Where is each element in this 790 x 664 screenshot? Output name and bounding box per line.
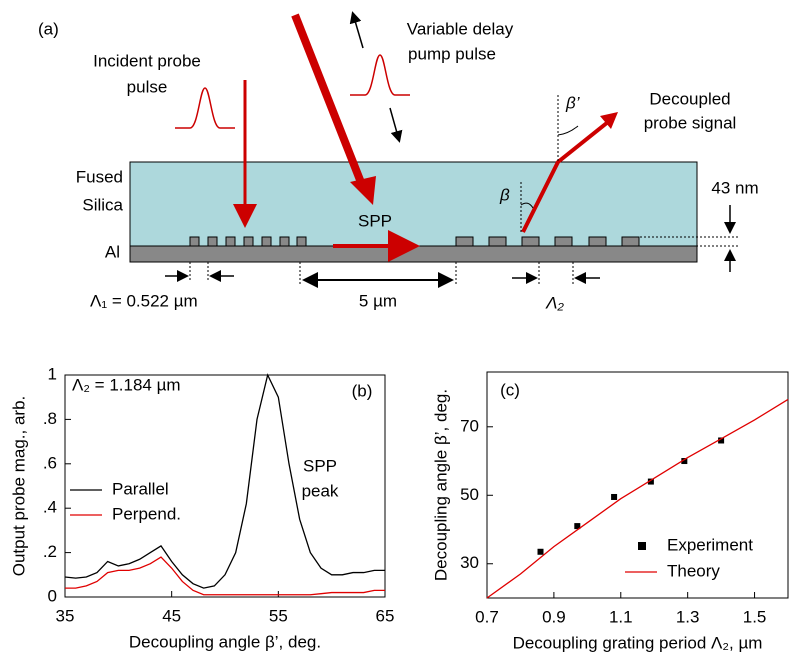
data-point [574,523,581,530]
angle-arc [520,202,534,209]
annotation: SPP [303,456,337,475]
x-tick-label: 1.1 [609,607,633,626]
grating-2 [455,236,640,247]
pump-arrow [291,13,366,187]
legend-label: Experiment [667,535,753,554]
incident-label: pulse [127,77,168,96]
data-point [681,458,688,465]
decoupled-arrow-head [600,112,618,129]
y-axis-label: Decoupling angle β’, deg. [431,389,450,581]
series-line [65,556,385,596]
plot-frame [486,371,789,599]
delay-arrow-up [349,11,364,49]
period1-label: Λ₁ = 0.522 µm [90,291,198,310]
y-tick-label: .8 [43,409,57,428]
pump-label: pump pulse [408,44,496,63]
y-tick-label: .6 [43,453,57,472]
spp-label: SPP [358,211,392,230]
x-tick-label: 0.9 [542,607,566,626]
legend-label: Parallel [112,479,169,498]
silica-label: Fused [76,167,123,186]
silica-label: Silica [82,195,123,214]
incident-label: Incident probe [93,51,201,70]
grating-1 [189,236,307,247]
annotation: peak [302,481,339,500]
beta: β [499,185,510,204]
annotation: Λ₂ = 1.184 µm [72,375,181,394]
data-point [611,493,618,500]
x-axis-label: Decoupling angle β’, deg. [129,632,321,651]
angle-arc [557,125,579,136]
x-tick-label: 1.5 [743,607,767,626]
pump-pulse [350,54,410,96]
delay-arrow-down [389,107,403,143]
legend-label: Perpend. [112,504,181,523]
y-tick-label: 0 [48,586,57,605]
panel-label: (a) [38,19,59,38]
x-tick-label: 1.3 [676,607,700,626]
probe-pulse [175,87,235,129]
period2-label: Λ₂ [545,293,564,312]
al-label: Al [105,242,120,261]
x-axis-label: Decoupling grating period Λ₂, µm [513,633,763,652]
decoupled-arrow [521,120,610,233]
y-tick-label: 30 [460,553,479,572]
y-tick-label: 50 [460,485,479,504]
x-tick-label: 35 [56,606,75,625]
decoupled-label: Decoupled [649,89,730,108]
x-tick-label: 0.7 [475,607,499,626]
annotation: (c) [500,380,520,399]
y-tick-label: 70 [460,416,479,435]
x-tick-label: 65 [376,606,395,625]
silica-layer [129,161,698,247]
diagram: (a) Incident probe pulse Variable delay … [38,11,759,312]
y-tick-label: .2 [43,542,57,561]
x-tick-label: 55 [269,606,288,625]
y-tick-label: 1 [48,364,57,383]
decoupled-label: probe signal [644,113,737,132]
y-axis-label: Output probe mag., arb. [9,396,28,577]
data-point [718,437,725,444]
thickness-label: 43 nm [711,178,758,197]
gap-label: 5 µm [359,291,397,310]
beta-prime: β’ [565,93,580,112]
legend-swatch [638,542,646,550]
data-point [647,478,654,485]
y-tick-label: .4 [43,498,57,517]
x-tick-label: 45 [162,606,181,625]
al-layer [129,245,698,263]
series-line [486,398,789,599]
series-line [64,373,385,589]
plot-frame [64,374,386,598]
annotation: (b) [352,381,373,400]
pump-arrow-head [350,176,376,205]
pump-label: Variable delay [407,19,514,38]
data-point [537,548,544,555]
legend-label: Theory [667,561,720,580]
